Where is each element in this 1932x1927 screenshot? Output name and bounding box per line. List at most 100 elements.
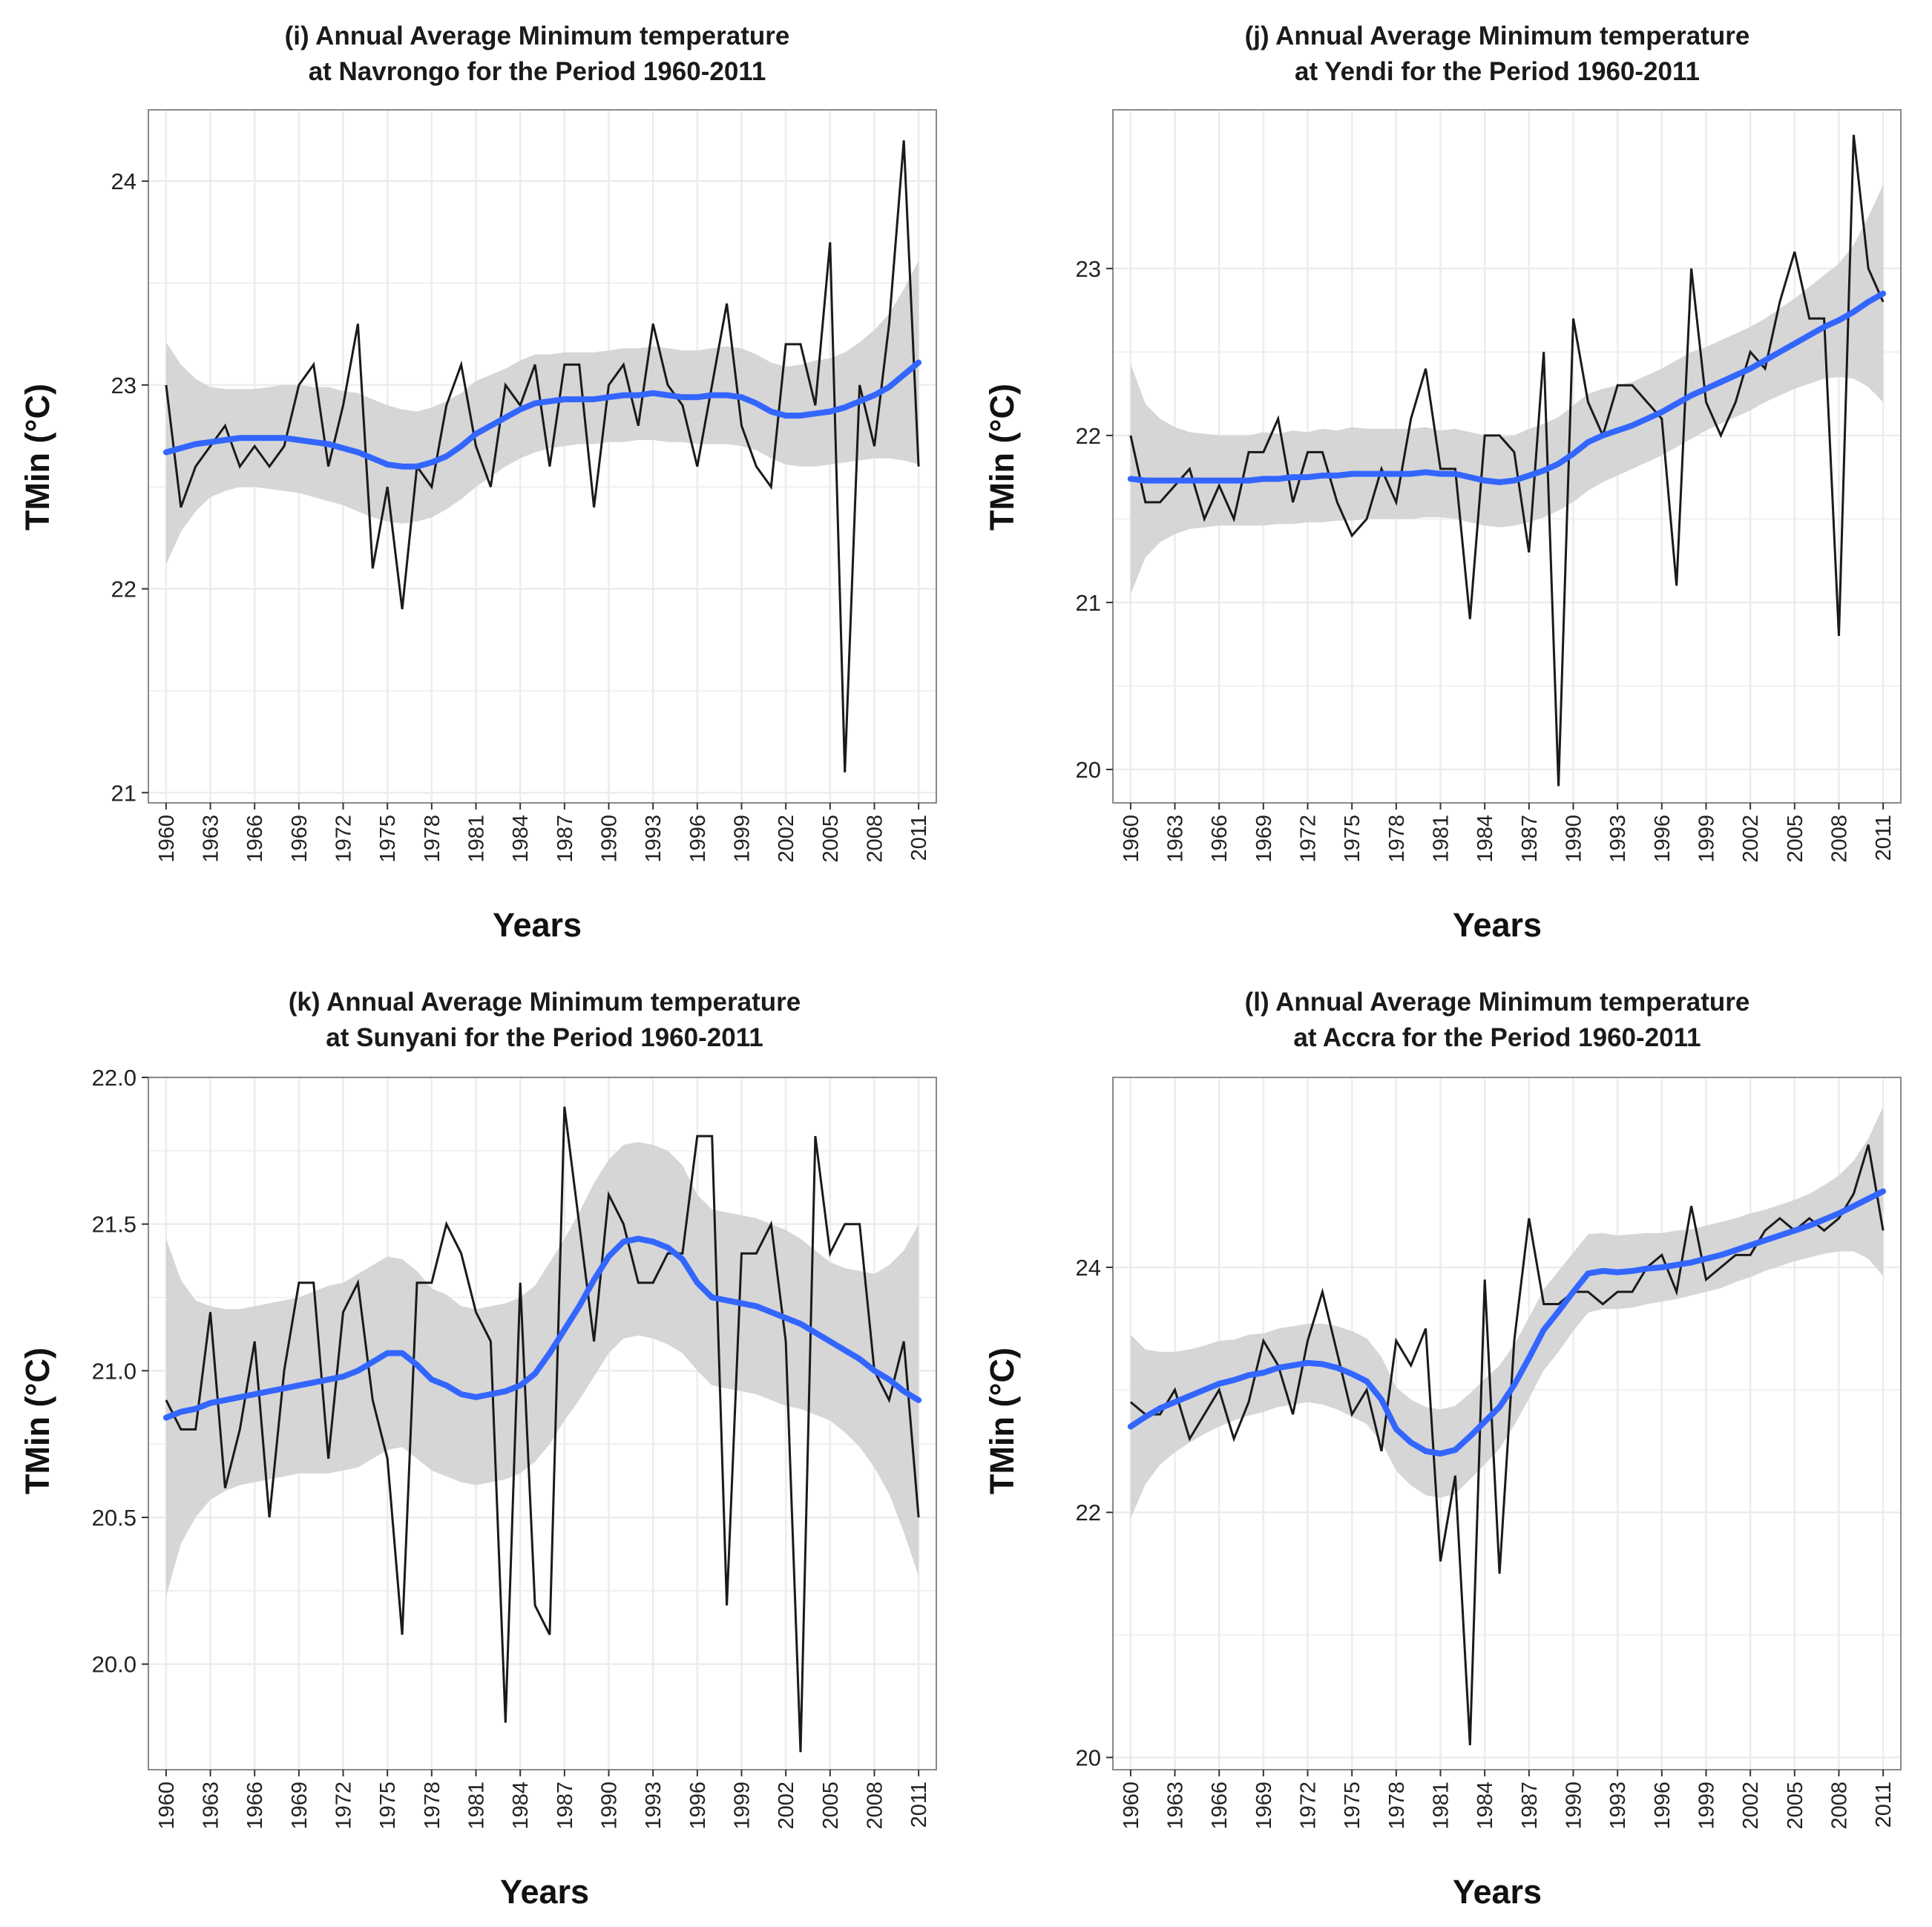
panel-border [148, 1077, 937, 1770]
x-tick-label: 1960 [1120, 1782, 1143, 1830]
x-tick-label: 1972 [332, 1782, 356, 1830]
panel-title-line1: (j) Annual Average Minimum temperature [1245, 22, 1750, 50]
confidence-ribbon [1130, 1106, 1884, 1519]
x-tick-label: 1987 [1518, 815, 1542, 863]
x-tick-label: 1996 [1651, 1782, 1675, 1830]
x-tick-label: 1984 [509, 1782, 533, 1830]
x-tick-label: 1960 [155, 815, 179, 863]
x-tick-label: 1987 [1518, 1782, 1542, 1830]
x-tick-label: 1981 [465, 1782, 489, 1830]
panel-title-line2: at Yendi for the Period 1960-2011 [1295, 57, 1700, 86]
x-tick-label: 2002 [1739, 1782, 1763, 1830]
plot-area: 20.0 20.5 21.0 21.5 22.0 1960 1963 1966 1969 1972… [92, 1065, 937, 1830]
y-tick-label: 22 [111, 577, 137, 603]
plot-area: 20 21 22 23 1960 1963 1966 1969 1972 1975 1978 1981… [1076, 109, 1902, 863]
x-tick-label: 1996 [686, 815, 710, 863]
observed-series-line [1129, 134, 1885, 787]
x-tick-label: 1972 [1297, 815, 1321, 863]
panel-title-line1: (l) Annual Average Minimum temperature [1245, 988, 1750, 1017]
y-tick-label: 24 [1076, 1255, 1101, 1281]
x-tick-label: 1966 [1208, 1782, 1232, 1830]
panel-title-line2: at Accra for the Period 1960-2011 [1293, 1023, 1701, 1052]
x-tick-label: 1963 [1164, 815, 1188, 863]
panel-border [1112, 109, 1902, 804]
x-tick-label: 2005 [1784, 1782, 1807, 1830]
y-tick-label: 20 [1076, 1744, 1101, 1770]
x-tick-label: 1996 [1651, 815, 1675, 863]
x-axis-title: Years [1453, 906, 1542, 944]
observed-series-line [165, 140, 920, 772]
x-tick-label: 1969 [288, 815, 312, 863]
x-tick-label: 1978 [1385, 1782, 1409, 1830]
x-tick-label: 1960 [1120, 815, 1143, 863]
x-axis-title: Years [500, 1873, 589, 1911]
x-tick-label: 1975 [1341, 1782, 1364, 1830]
y-tick-label: 23 [111, 372, 137, 398]
x-tick-label: 2008 [864, 815, 887, 863]
x-tick-label: 1963 [200, 1782, 223, 1830]
x-tick-label: 1981 [1430, 1782, 1453, 1830]
panel-title-line2: at Navrongo for the Period 1960-2011 [309, 57, 766, 86]
x-tick-label: 1966 [243, 815, 267, 863]
x-tick-label: 2011 [907, 1782, 931, 1828]
y-axis-title: TMin (°C) [983, 384, 1021, 531]
confidence-ribbon [165, 1142, 919, 1597]
panel-accra: (l) Annual Average Minimum temperature a… [983, 988, 1902, 1911]
x-tick-label: 1960 [155, 1782, 179, 1830]
x-tick-label: 1999 [1695, 1782, 1719, 1830]
y-tick-label: 22 [1076, 423, 1101, 449]
x-tick-label: 1990 [598, 815, 622, 863]
panel-title-line1: (k) Annual Average Minimum temperature [289, 988, 801, 1017]
x-tick-label: 2005 [1784, 815, 1807, 863]
x-tick-label: 1975 [376, 815, 400, 863]
y-tick-label: 22 [1076, 1500, 1101, 1526]
y-tick-label: 22.0 [92, 1065, 137, 1091]
panel-yendi: (j) Annual Average Minimum temperature a… [983, 22, 1902, 944]
x-tick-label: 2002 [1739, 815, 1763, 863]
panel-title-line1: (i) Annual Average Minimum temperature [285, 22, 790, 50]
x-tick-label: 1969 [1252, 1782, 1276, 1830]
y-tick-label: 21.5 [92, 1212, 137, 1238]
y-tick-label: 24 [111, 168, 137, 194]
x-tick-label: 1972 [1297, 1782, 1321, 1830]
x-tick-label: 1981 [1430, 815, 1453, 863]
x-tick-label: 2005 [819, 815, 843, 863]
y-tick-label: 20.5 [92, 1505, 137, 1531]
x-tick-label: 1999 [731, 815, 755, 863]
plot-area: 21 22 23 24 1960 1963 1966 1969 1972 1975 1978 1981… [111, 109, 937, 863]
x-tick-label: 1984 [1473, 815, 1497, 863]
loess-fit-line [162, 359, 922, 470]
x-tick-label: 1975 [376, 1782, 400, 1830]
x-tick-label: 2005 [819, 1782, 843, 1830]
x-tick-label: 2011 [907, 815, 931, 861]
panel-sunyani: (k) Annual Average Minimum temperature a… [19, 988, 937, 1911]
panel-border [148, 109, 937, 804]
y-axis-title: TMin (°C) [19, 384, 56, 531]
y-tick-label: 21 [111, 780, 137, 806]
x-tick-label: 1993 [1606, 1782, 1630, 1830]
x-tick-label: 1978 [421, 815, 444, 863]
x-tick-label: 1966 [1208, 815, 1232, 863]
x-tick-label: 1984 [1473, 1782, 1497, 1830]
x-tick-label: 1993 [642, 1782, 666, 1830]
y-tick-label: 20.0 [92, 1652, 137, 1678]
x-tick-label: 1972 [332, 815, 356, 863]
x-tick-label: 2002 [775, 1782, 798, 1830]
observed-series-line [165, 1106, 920, 1753]
x-tick-label: 1993 [642, 815, 666, 863]
y-axis-title: TMin (°C) [19, 1347, 56, 1494]
x-tick-label: 1990 [1563, 1782, 1586, 1830]
x-tick-label: 2008 [1828, 1782, 1852, 1830]
x-tick-label: 1981 [465, 815, 489, 863]
x-tick-label: 1969 [288, 1782, 312, 1830]
y-tick-label: 23 [1076, 256, 1101, 282]
x-tick-label: 2008 [864, 1782, 887, 1830]
x-axis-title: Years [1453, 1873, 1542, 1911]
x-tick-label: 2011 [1872, 1782, 1896, 1828]
x-tick-label: 1975 [1341, 815, 1364, 863]
loess-fit-line [1127, 290, 1887, 485]
x-tick-label: 1987 [553, 1782, 577, 1830]
confidence-ribbon [1130, 185, 1884, 594]
plot-area: 20 22 24 1960 1963 1966 1969 1972 1975 1978 1981 19… [1076, 1077, 1902, 1830]
